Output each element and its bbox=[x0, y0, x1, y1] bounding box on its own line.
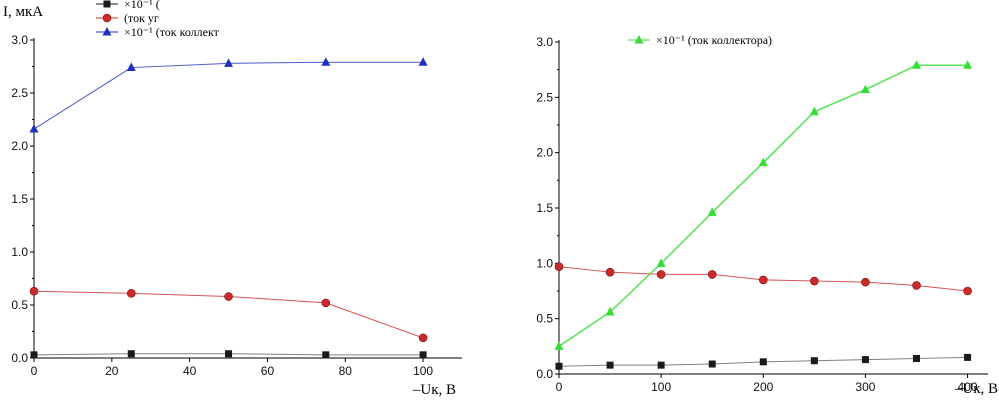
left-x-axis-title: –Uк, В bbox=[412, 382, 456, 398]
left-x-tick-label: 100 bbox=[413, 364, 433, 378]
left-y-tick-label: 0.5 bbox=[11, 298, 28, 312]
left-x-tick-label: 60 bbox=[261, 364, 275, 378]
left-series-1-point-3 bbox=[321, 298, 331, 308]
right-series-2-point-5 bbox=[809, 106, 819, 116]
left-y-tick-label: 2.0 bbox=[11, 139, 28, 153]
right-series-2-point-0 bbox=[554, 341, 564, 350]
left-legend-marker-1 bbox=[102, 13, 112, 23]
right-series-1-point-7 bbox=[912, 281, 921, 290]
right-series-line-2 bbox=[558, 64, 968, 347]
right-series-1-point-6 bbox=[861, 277, 870, 287]
left-legend-label-0: ×10⁻¹ ( bbox=[124, 0, 160, 11]
left-series-0-point-2 bbox=[225, 350, 233, 358]
left-legend-label-2: ×10⁻¹ (ток коллект bbox=[124, 25, 220, 39]
right-series-0-point-7 bbox=[913, 355, 920, 363]
right-x-tick-label: 100 bbox=[651, 380, 671, 394]
left-series-1-point-2 bbox=[224, 292, 233, 301]
right-series-2-point-6 bbox=[860, 84, 870, 94]
left-series-1-point-1 bbox=[126, 289, 136, 298]
chart-left: 0.0 0.5 1.0 1.5 2.0 2.5 3.0 0 20 40 60 80 100 –Uк, В I… bbox=[3, 0, 462, 398]
left-x-tick-label: 0 bbox=[31, 364, 38, 378]
right-series-0-point-3 bbox=[708, 360, 716, 368]
right-series-1-point-3 bbox=[707, 270, 717, 279]
left-series-2-point-2 bbox=[224, 58, 234, 67]
left-series-0-point-1 bbox=[127, 350, 135, 358]
left-x-tick-label: 80 bbox=[339, 364, 353, 378]
right-series-2-point-3 bbox=[707, 207, 717, 216]
left-y-axis-title: I, мкА bbox=[3, 4, 43, 20]
right-series-2-point-7 bbox=[912, 60, 921, 69]
left-x-tick-label: 20 bbox=[105, 364, 119, 378]
right-y-tick-label: 0.5 bbox=[536, 312, 553, 326]
right-series-2-point-8 bbox=[963, 60, 973, 69]
right-y-tick-label: 0.0 bbox=[536, 367, 553, 381]
right-series-0-point-0 bbox=[555, 362, 563, 370]
left-series-0-point-0 bbox=[30, 351, 38, 359]
right-series-0-point-8 bbox=[964, 353, 972, 361]
left-legend-marker-0 bbox=[103, 0, 111, 8]
right-legend-label-2: ×10⁻¹ (ток коллектора) bbox=[656, 33, 772, 47]
right-series-1-point-2 bbox=[656, 270, 666, 279]
right-series-0-point-6 bbox=[861, 356, 869, 364]
left-series-1-point-4 bbox=[418, 333, 428, 343]
left-series-0-point-3 bbox=[322, 351, 330, 359]
right-y-tick-label: 3.0 bbox=[536, 35, 553, 49]
left-y-tick-label: 0.0 bbox=[11, 351, 28, 365]
left-series-1-point-0 bbox=[29, 286, 39, 296]
right-series-1-point-8 bbox=[963, 286, 972, 296]
left-x-tick-label: 40 bbox=[183, 364, 197, 378]
right-series-1-point-5 bbox=[810, 276, 819, 286]
left-series-2-point-1 bbox=[126, 62, 136, 72]
right-series-1-point-1 bbox=[605, 267, 615, 277]
left-legend-marker-2 bbox=[102, 27, 112, 36]
left-series-0-point-4 bbox=[419, 351, 427, 359]
right-y-tick-label: 2.5 bbox=[536, 90, 553, 104]
right-x-axis-title: –Uк, В bbox=[954, 381, 998, 397]
left-series-line-2 bbox=[33, 61, 424, 130]
right-series-0-point-1 bbox=[606, 361, 614, 369]
right-x-tick-label: 0 bbox=[556, 380, 563, 394]
right-y-tick-label: 1.5 bbox=[536, 201, 553, 215]
right-y-tick-label: 2.0 bbox=[536, 146, 553, 160]
right-series-0-point-2 bbox=[657, 361, 665, 369]
right-series-1-point-4 bbox=[758, 275, 768, 285]
right-series-0-point-4 bbox=[759, 358, 767, 366]
right-legend-marker-2 bbox=[634, 35, 644, 44]
right-x-tick-label: 200 bbox=[753, 380, 773, 394]
right-series-1-point-0 bbox=[554, 262, 564, 271]
right-y-tick-label: 1.0 bbox=[536, 256, 553, 270]
right-series-2-point-2 bbox=[656, 258, 666, 267]
right-x-tick-label: 300 bbox=[855, 380, 875, 394]
left-series-2-point-3 bbox=[321, 57, 331, 66]
left-y-tick-label: 3.0 bbox=[11, 33, 28, 47]
left-y-tick-label: 1.0 bbox=[11, 245, 28, 259]
chart-right: 0.0 0.5 1.0 1.5 2.0 2.5 3.0 0 100 200 300 400–Uк, В… bbox=[536, 33, 998, 397]
right-series-2-point-4 bbox=[758, 157, 768, 167]
right-x-tick-label: 400 bbox=[958, 380, 978, 394]
right-series-2-point-1 bbox=[605, 307, 615, 316]
left-y-tick-label: 2.5 bbox=[11, 86, 28, 100]
left-series-2-point-4 bbox=[418, 57, 428, 66]
left-legend-label-1: (ток уг bbox=[124, 11, 159, 25]
right-series-0-point-5 bbox=[810, 357, 818, 365]
left-y-tick-label: 1.5 bbox=[11, 192, 28, 206]
left-series-2-point-0 bbox=[29, 124, 39, 133]
